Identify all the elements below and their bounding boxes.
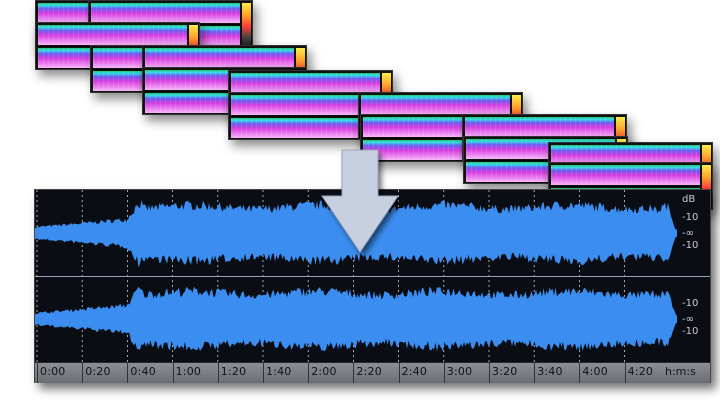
db-tick-label: -10 [682, 212, 699, 223]
timeline-tick-label: 4:00 [582, 365, 608, 378]
timeline-tick [217, 363, 219, 383]
timeline-tick [308, 363, 310, 383]
timeline-tick [534, 363, 536, 383]
timeline-tick-label: 0:40 [130, 365, 156, 378]
timeline-tick [624, 363, 626, 383]
timeline-ruler[interactable]: h:m:s 0:00 0:20 0:40 1:00 1:20 1:40 2:00 2:20 2:… [35, 362, 710, 383]
down-arrow-icon [321, 149, 399, 253]
timeline-tick-label: 2:40 [401, 365, 428, 378]
timeline-tick [579, 363, 581, 383]
timeline-tick-label: 1:40 [266, 365, 292, 378]
timeline-tick-label: 2:00 [311, 365, 337, 378]
timeline-tick-label: 0:00 [40, 365, 66, 378]
timeline-tick-label: 3:00 [446, 365, 473, 378]
timeline-tick [263, 363, 264, 383]
timeline-tick [489, 363, 490, 383]
timeline-unit-label: h:m:s [665, 365, 696, 378]
timeline-tick-label: 4:20 [627, 365, 654, 378]
timeline-tick [443, 363, 445, 383]
timeline-tick [353, 363, 355, 383]
db-tick-label: -∞ [682, 228, 694, 239]
db-tick-label: -10 [682, 240, 699, 251]
timeline-tick-label: 2:20 [356, 365, 382, 378]
channel-divider [35, 276, 710, 277]
timeline-tick-label: 1:00 [175, 365, 202, 378]
waveform-channel-right [35, 286, 677, 352]
timeline-tick [127, 363, 129, 383]
timeline-tick [172, 363, 174, 383]
db-unit-label: dB [682, 194, 696, 205]
spectrogram-thumbnail-stack [0, 0, 720, 210]
db-tick-label: -10 [682, 298, 699, 309]
timeline-tick [82, 363, 84, 383]
timeline-tick-label: 3:20 [492, 365, 518, 378]
timeline-tick [398, 363, 400, 383]
db-tick-label: -10 [682, 326, 699, 337]
timeline-tick-label: 1:20 [220, 365, 247, 378]
timeline-tick [37, 363, 38, 383]
waveform-editor[interactable]: dB -10 -∞ -10 -10 -∞ -10 h:m:s 0:00 0:20 0… [34, 189, 711, 383]
db-tick-label: -∞ [682, 314, 694, 325]
timeline-tick-label: 0:20 [85, 365, 111, 378]
timeline-tick-label: 3:40 [537, 365, 563, 378]
db-scale: dB -10 -∞ -10 -10 -∞ -10 [678, 190, 710, 362]
